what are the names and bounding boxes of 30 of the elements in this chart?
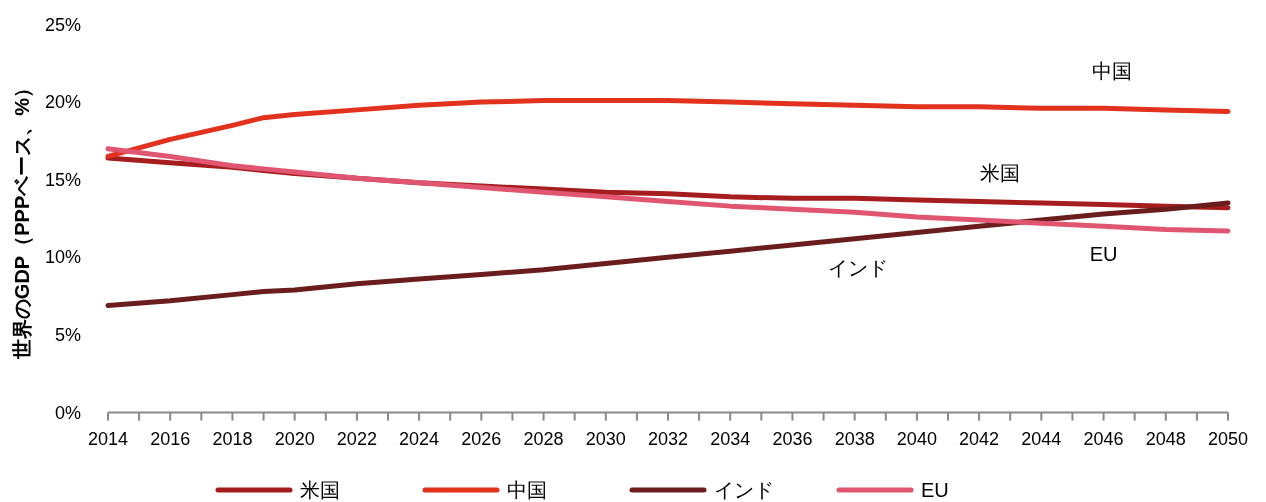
x-tick-label: 2016 [150,428,191,449]
x-tick-label: 2036 [772,428,813,449]
x-tick-label: 2030 [585,428,626,449]
x-tick-label: 2022 [336,428,377,449]
x-tick-label: 2038 [834,428,875,449]
x-tick-label: 2040 [896,428,937,449]
x-tick-label: 2018 [212,428,253,449]
x-tick-label: 2048 [1145,428,1186,449]
x-tick-label: 2024 [399,428,440,449]
x-tick-label: 2050 [1207,428,1249,449]
y-tick-label: 10% [44,247,81,268]
x-tick-label: 2032 [647,428,689,449]
x-tick-label: 2014 [87,428,129,449]
x-tick-label: 2044 [1021,428,1062,449]
x-tick-label: 2020 [274,428,315,449]
y-tick-label: 20% [44,92,81,113]
x-tick-label: 2042 [959,428,1000,449]
x-tick-label: 2046 [1083,428,1124,449]
legend-label: 中国 [507,479,547,501]
x-tick-label: 2028 [523,428,564,449]
legend-label: インド [714,479,774,501]
y-tick-label: 0% [54,402,81,423]
y-axis-title: 世界のGDP（PPPベース、%） [11,77,33,361]
x-tick-label: 2034 [710,428,751,449]
y-tick-label: 25% [44,14,81,35]
y-tick-label: 5% [54,324,81,345]
y-tick-label: 15% [44,169,81,190]
x-tick-label: 2026 [461,428,502,449]
legend-label: 米国 [300,479,340,501]
legend-label: EU [921,479,949,501]
